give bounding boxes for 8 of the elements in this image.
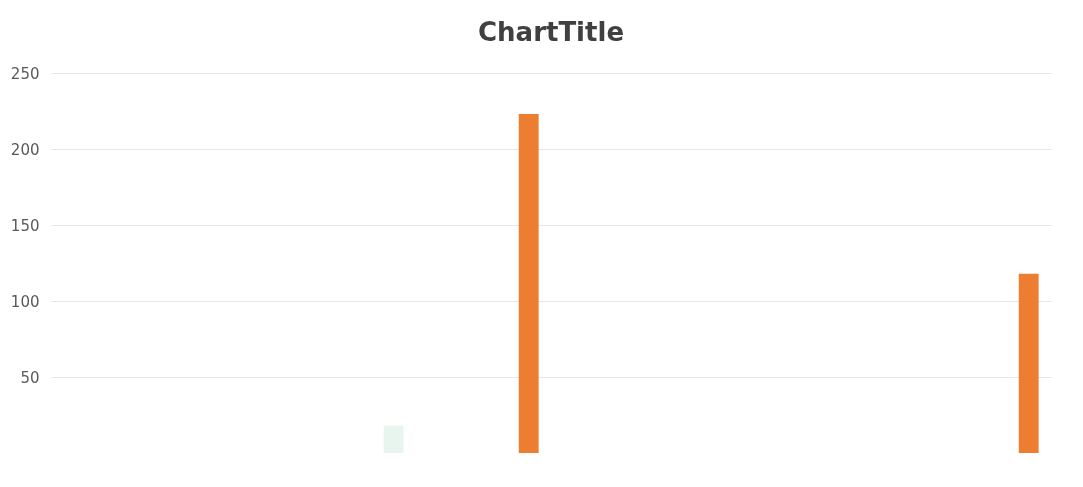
bar xyxy=(1018,273,1039,453)
y-tick-label: 50 xyxy=(20,368,40,387)
chart-title: ChartTitle xyxy=(477,17,625,47)
y-tick-label: 250 xyxy=(10,64,40,83)
bar xyxy=(518,114,539,453)
y-tick-label: 100 xyxy=(10,292,40,311)
y-tick-label: 200 xyxy=(10,140,40,159)
y-tick-label: 150 xyxy=(10,216,40,235)
